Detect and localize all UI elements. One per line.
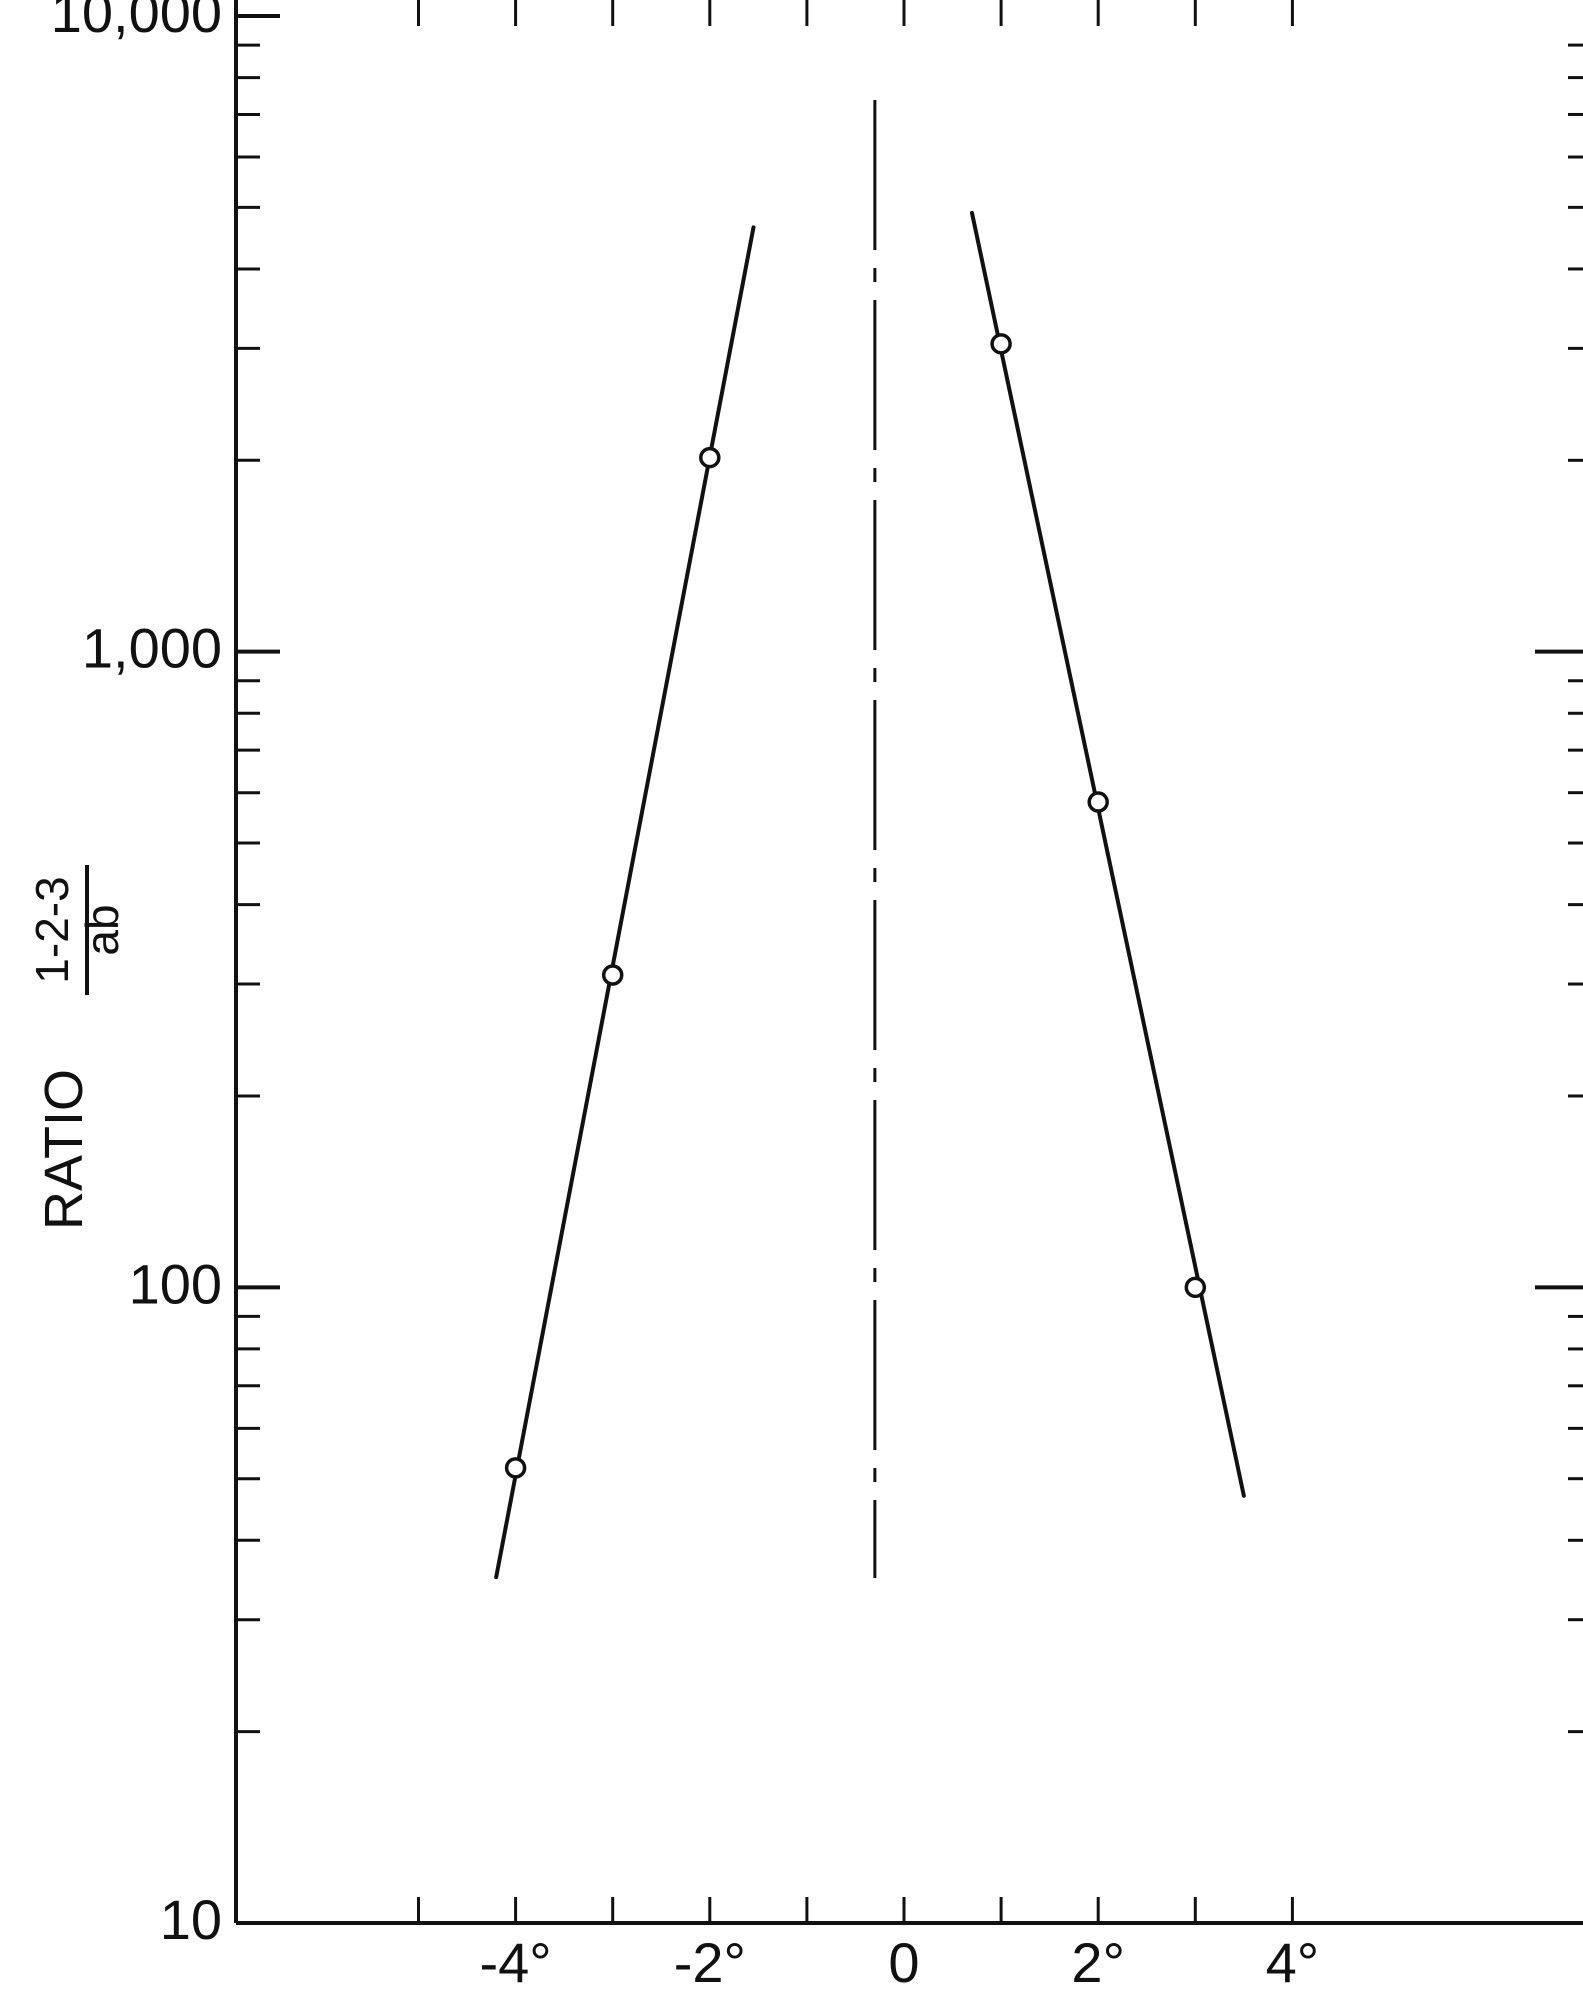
y-axis-label-prefix: RATIO [34, 1069, 94, 1230]
series-lines [494, 210, 1246, 1580]
y-axis-label-numerator: 1-2-3 [26, 876, 78, 983]
series-2-point [990, 333, 1012, 355]
series-1-point [504, 1457, 527, 1479]
x-tick-label: 4° [1266, 1931, 1320, 1989]
series-1-fit-line [494, 225, 756, 1580]
x-tick-label: 0 [888, 1931, 919, 1989]
y-tick-label: 10 [160, 1888, 222, 1951]
y-tick-label: 1,000 [82, 617, 222, 680]
plot-frame [234, 0, 1583, 1925]
axis-ticks [236, 0, 1583, 1925]
series-1-point [601, 964, 624, 986]
y-axis-label: RATIO 1-2-3 ab [26, 865, 128, 1230]
y-tick-label: 100 [129, 1252, 222, 1315]
x-tick-label: -4° [480, 1931, 552, 1989]
series-points [504, 333, 1207, 1479]
x-tick-label: 2° [1071, 1931, 1125, 1989]
x-tick-label: -2° [674, 1931, 746, 1989]
series-1-point [699, 446, 721, 469]
y-tick-label: 10,000 [51, 0, 222, 44]
series-2-point [1087, 791, 1109, 813]
series-2-fit-line [969, 210, 1246, 1498]
y-axis-label-denominator: ab [76, 904, 128, 955]
series-2-point [1184, 1276, 1207, 1299]
tick-labels: 10 100 1,000 10,000 -4° -2° 0 2° 4° [51, 0, 1319, 1989]
